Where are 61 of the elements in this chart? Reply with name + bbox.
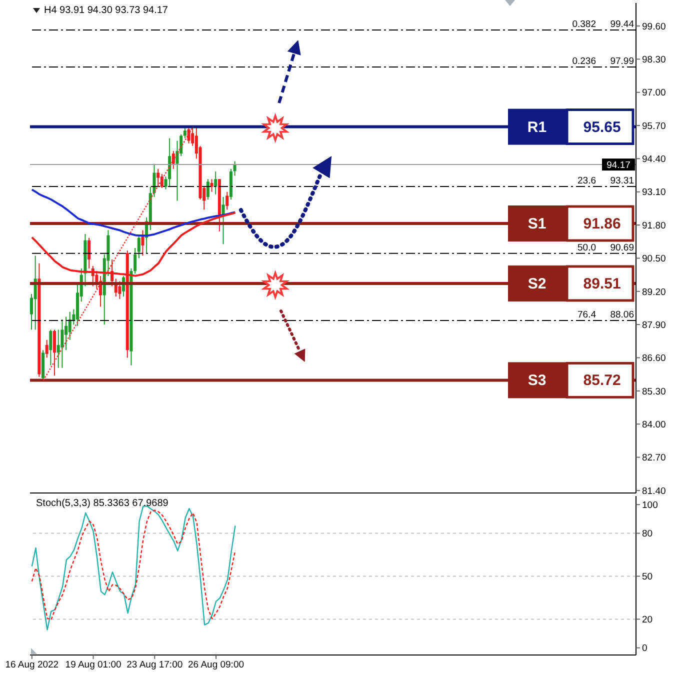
line-series: [42, 126, 194, 381]
candlestick: [137, 234, 140, 259]
text: S1 91.86: [528, 216, 621, 232]
y-tick-label: 81.40: [642, 486, 666, 497]
candlestick: [168, 138, 172, 188]
y-tick-label: 86.60: [642, 353, 666, 364]
y-tick-label: 89.20: [642, 286, 666, 298]
text: S2 89.51: [528, 275, 621, 292]
y-tick-label: 99.60: [642, 21, 666, 32]
candlestick: [68, 311, 72, 340]
y-tick-label: 95.70: [642, 120, 666, 132]
candlestick: [60, 318, 64, 368]
candlestick: [64, 316, 68, 351]
x-tick-label: 16 Aug 2022: [5, 660, 59, 671]
candlestick: [206, 178, 210, 200]
text: 23.6 93.31: [578, 175, 634, 186]
candlestick: [49, 329, 52, 366]
text: 50.0 90.69: [578, 242, 634, 254]
y-tick-label: 90.50: [642, 254, 666, 265]
chart-title: H4 93.91 94.30 93.73 94.17: [44, 5, 168, 17]
candlestick: [172, 150, 175, 170]
text: S3 85.72: [528, 372, 621, 390]
text: 76.4 88.06: [578, 309, 634, 320]
y-tick-label: 94.40: [642, 154, 666, 166]
y-tick-label: 87.90: [642, 320, 666, 331]
candlestick: [226, 191, 229, 210]
candlestick: [118, 280, 122, 300]
y-tick-label: 84.00: [642, 419, 666, 430]
candlestick: [187, 128, 190, 144]
chart-title: Stoch(5,3,3) 85.3363 67.9689: [36, 498, 168, 510]
y-tick-label: 80: [642, 528, 653, 540]
y-tick-label: 98.30: [642, 54, 666, 66]
y-tick-label: 0: [642, 643, 648, 654]
text: 0.382 99.44: [572, 19, 634, 30]
candlestick: [183, 128, 186, 139]
candlestick: [164, 176, 168, 190]
text: 0.236 97.99: [572, 56, 634, 68]
candlestick: [160, 173, 164, 189]
candlestick: [214, 170, 218, 195]
candlestick: [210, 178, 214, 192]
line-series: [30, 188, 236, 237]
y-tick-label: 100: [642, 500, 658, 511]
candlestick: [233, 160, 236, 176]
y-tick-label: 85.30: [642, 386, 666, 398]
candlestick: [222, 196, 225, 245]
candlestick: [156, 168, 160, 188]
y-tick-label: 82.70: [642, 452, 666, 464]
x-tick-label: 23 Aug 17:00: [126, 660, 183, 671]
y-tick-label: 97.00: [642, 88, 666, 99]
candlestick: [134, 248, 137, 274]
candlestick: [45, 339, 48, 358]
ref-line-label: 94.17: [606, 160, 630, 172]
y-tick-label: 93.10: [642, 187, 666, 198]
x-tick-label: 19 Aug 01:00: [65, 660, 122, 671]
text: R1 95.65: [527, 118, 621, 136]
candlestick: [53, 329, 56, 376]
candlestick: [88, 237, 91, 269]
x-tick-label: 26 Aug 09:00: [188, 660, 244, 671]
y-tick-label: 50: [642, 572, 653, 583]
y-tick-label: 91.80: [642, 220, 666, 232]
y-tick-label: 20: [642, 614, 653, 626]
